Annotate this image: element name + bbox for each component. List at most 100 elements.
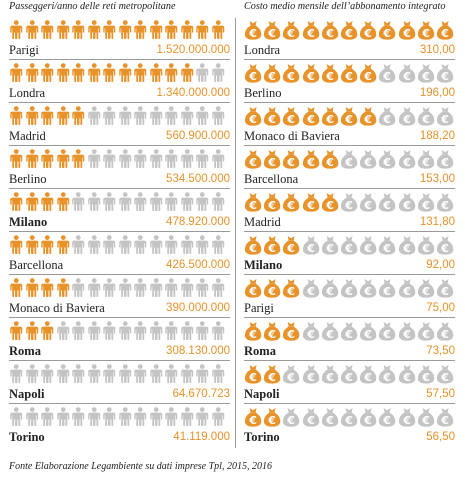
person-icon bbox=[87, 20, 100, 39]
person-icon bbox=[41, 407, 54, 426]
person-icon bbox=[56, 407, 69, 426]
person-icon bbox=[196, 364, 209, 383]
passengers-icon-bar bbox=[9, 364, 226, 383]
euro-money-bag-icon: € bbox=[379, 193, 396, 212]
cost-value-label: 56,50 bbox=[426, 431, 455, 443]
euro-money-bag-icon: € bbox=[283, 408, 300, 427]
cost-city-label: Napoli bbox=[244, 387, 280, 401]
euro-money-bag-icon: € bbox=[302, 107, 319, 126]
person-icon bbox=[180, 192, 193, 211]
person-icon bbox=[41, 235, 54, 254]
svg-text:€: € bbox=[440, 27, 449, 40]
svg-text:€: € bbox=[344, 328, 353, 341]
euro-money-bag-icon: € bbox=[244, 193, 262, 212]
svg-text:€: € bbox=[363, 70, 372, 83]
row-separator bbox=[9, 403, 230, 404]
cost-value-label: 131,80 bbox=[419, 216, 455, 228]
person-icon bbox=[87, 364, 100, 383]
passengers-panel: Passeggeri/anno delle reti metropolitane… bbox=[9, 0, 230, 448]
person-icon bbox=[10, 321, 23, 340]
person-icon bbox=[25, 149, 38, 168]
person-icon bbox=[25, 321, 38, 340]
person-icon bbox=[134, 407, 147, 426]
svg-text:€: € bbox=[421, 285, 430, 298]
svg-text:€: € bbox=[287, 199, 296, 212]
svg-text:€: € bbox=[325, 70, 334, 83]
euro-money-bag-icon: € bbox=[398, 322, 415, 341]
euro-money-bag-icon: € bbox=[340, 322, 358, 341]
svg-text:€: € bbox=[383, 113, 392, 126]
person-icon bbox=[41, 20, 54, 39]
passengers-value-label: 426.500.000 bbox=[166, 259, 230, 271]
person-icon bbox=[72, 364, 85, 383]
person-icon bbox=[10, 235, 23, 254]
cost-value-label: 75,00 bbox=[426, 302, 455, 314]
euro-money-bag-icon: € bbox=[417, 193, 434, 212]
cost-row: € € € € € € € € € € € Torino 56,50 bbox=[244, 405, 455, 448]
euro-money-bag-icon: € bbox=[321, 279, 339, 298]
passengers-row: Parigi 1.520.000.000 bbox=[9, 18, 230, 61]
person-icon bbox=[10, 192, 23, 211]
euro-money-bag-icon: € bbox=[360, 408, 377, 427]
person-icon bbox=[118, 235, 131, 254]
svg-text:€: € bbox=[421, 371, 430, 384]
euro-money-bag-icon: € bbox=[417, 64, 434, 83]
euro-money-bag-icon: € bbox=[283, 64, 300, 83]
cost-city-label: Parigi bbox=[244, 301, 274, 315]
euro-money-bag-icon: € bbox=[244, 150, 262, 169]
person-icon bbox=[41, 364, 54, 383]
euro-money-bag-icon: € bbox=[417, 322, 434, 341]
person-icon bbox=[149, 321, 162, 340]
euro-money-bag-icon: € bbox=[244, 21, 262, 40]
person-icon bbox=[87, 407, 100, 426]
passengers-row: Napoli 64.670.723 bbox=[9, 362, 230, 405]
passengers-row: Milano 478.920.000 bbox=[9, 190, 230, 233]
cost-row: € € € € € € € € € € € Milano 92,00 bbox=[244, 233, 455, 276]
euro-money-bag-icon: € bbox=[436, 193, 454, 212]
passengers-city-label: Madrid bbox=[9, 129, 46, 143]
person-icon bbox=[56, 20, 69, 39]
person-icon bbox=[211, 364, 224, 383]
euro-money-bag-icon: € bbox=[283, 107, 300, 126]
person-icon bbox=[180, 106, 193, 125]
euro-money-bag-icon: € bbox=[244, 64, 262, 83]
row-separator bbox=[9, 231, 230, 232]
svg-text:€: € bbox=[267, 371, 276, 384]
person-icon bbox=[103, 63, 116, 82]
person-icon bbox=[118, 192, 131, 211]
row-separator bbox=[9, 102, 230, 103]
svg-text:€: € bbox=[287, 414, 296, 427]
person-icon bbox=[165, 364, 178, 383]
svg-text:€: € bbox=[287, 328, 296, 341]
person-icon bbox=[41, 106, 54, 125]
cost-row: € € € € € € € € € € € Monaco di Baviera 188,20 bbox=[244, 104, 455, 147]
svg-text:€: € bbox=[421, 328, 430, 341]
svg-text:€: € bbox=[325, 199, 334, 212]
svg-text:€: € bbox=[306, 242, 315, 255]
person-icon bbox=[134, 235, 147, 254]
svg-text:€: € bbox=[383, 371, 392, 384]
euro-money-bag-icon: € bbox=[264, 279, 281, 298]
person-icon bbox=[118, 364, 131, 383]
person-icon bbox=[56, 63, 69, 82]
euro-money-bag-icon: € bbox=[417, 150, 434, 169]
cost-icon-bar: € € € € € € € € € € € bbox=[244, 235, 455, 255]
person-icon bbox=[56, 149, 69, 168]
person-icon bbox=[149, 63, 162, 82]
svg-text:€: € bbox=[306, 156, 315, 169]
svg-text:€: € bbox=[248, 371, 257, 384]
svg-text:€: € bbox=[344, 285, 353, 298]
cost-value-label: 57,50 bbox=[426, 388, 455, 400]
euro-money-bag-icon: € bbox=[321, 150, 339, 169]
person-icon bbox=[165, 192, 178, 211]
euro-money-bag-icon: € bbox=[417, 279, 434, 298]
person-icon bbox=[72, 20, 85, 39]
cost-city-label: Londra bbox=[244, 43, 281, 57]
euro-money-bag-icon: € bbox=[417, 408, 434, 427]
svg-text:€: € bbox=[248, 113, 257, 126]
euro-money-bag-icon: € bbox=[244, 322, 262, 341]
person-icon bbox=[72, 278, 85, 297]
person-icon bbox=[118, 63, 131, 82]
passengers-icon-bar bbox=[9, 321, 226, 340]
panel-divider bbox=[235, 18, 236, 448]
